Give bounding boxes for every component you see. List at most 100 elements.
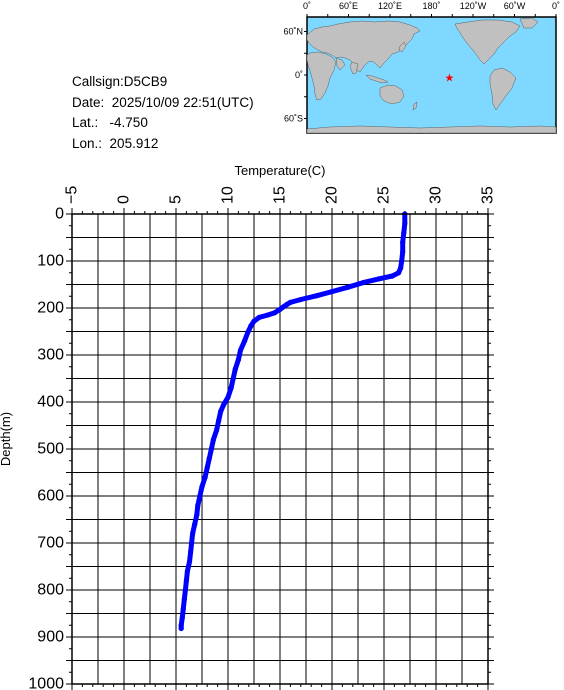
data-point bbox=[329, 288, 335, 295]
data-point bbox=[192, 521, 198, 527]
data-point bbox=[183, 578, 189, 584]
y-tick-label: 900 bbox=[37, 629, 64, 646]
y-tick-labels: 0 100 200 300 400 500 600 700 800 900 1000 bbox=[28, 206, 64, 690]
data-point bbox=[237, 347, 244, 353]
y-tick-label: 500 bbox=[37, 441, 64, 458]
data-point bbox=[248, 323, 254, 329]
x-tick-label: 30 bbox=[428, 186, 445, 204]
data-point bbox=[402, 220, 408, 226]
date-row: Date: 2025/10/09 22:51(UTC) bbox=[72, 93, 254, 114]
y-tick-label: 200 bbox=[37, 300, 64, 317]
map-land bbox=[306, 17, 557, 134]
land-indonesia bbox=[365, 74, 389, 84]
land-new-zealand bbox=[412, 101, 418, 111]
data-point bbox=[277, 306, 283, 313]
data-point bbox=[232, 366, 238, 372]
minor-ticks bbox=[66, 208, 494, 690]
land-japan bbox=[398, 41, 407, 53]
x-tick-label: 0 bbox=[116, 195, 133, 204]
y-tick-label: 800 bbox=[37, 582, 64, 599]
data-point bbox=[395, 270, 402, 276]
land-africa bbox=[306, 51, 337, 101]
map-lon-label: 120˚E bbox=[378, 1, 402, 11]
data-point bbox=[230, 375, 236, 382]
land-antarctica bbox=[306, 125, 557, 134]
data-point bbox=[400, 249, 406, 255]
map-latitude-labels: 60˚N 0˚ 60˚S bbox=[283, 27, 303, 124]
land-north-america bbox=[454, 19, 521, 65]
map-lon-label: 120˚W bbox=[460, 1, 487, 11]
data-point bbox=[264, 312, 271, 318]
data-point bbox=[376, 276, 382, 282]
data-point bbox=[298, 296, 304, 303]
temperature-depth-chart: −5 0 5 10 15 20 25 30 35 01002003004005006007008… bbox=[0, 163, 497, 690]
data-point bbox=[197, 493, 203, 499]
x-tick-label: −5 bbox=[64, 186, 81, 204]
data-point bbox=[256, 314, 262, 320]
map-lon-label: 60˚E bbox=[339, 1, 358, 11]
y-tick-label: 700 bbox=[37, 535, 64, 552]
callsign-label: Callsign: bbox=[72, 74, 124, 89]
data-point bbox=[245, 329, 251, 336]
data-point bbox=[206, 455, 212, 461]
lat-label: Lat.: bbox=[72, 115, 99, 130]
temperature-profile-line bbox=[178, 211, 408, 631]
data-point bbox=[216, 418, 222, 424]
station-info: Callsign:D5CB9 Date: 2025/10/09 22:51(UT… bbox=[72, 72, 254, 154]
callsign-row: Callsign:D5CB9 bbox=[72, 72, 254, 93]
data-point bbox=[284, 301, 290, 307]
station-marker-icon: ★ bbox=[444, 72, 454, 84]
data-point bbox=[194, 512, 200, 518]
data-point bbox=[313, 293, 319, 299]
x-axis-title: Temperature(C) bbox=[234, 163, 325, 178]
data-point bbox=[398, 265, 404, 271]
land-south-america bbox=[489, 67, 517, 111]
lon-label: Lon.: bbox=[72, 135, 103, 151]
data-point bbox=[235, 357, 241, 363]
data-point bbox=[179, 615, 185, 621]
lon-value: 205.912 bbox=[109, 135, 159, 151]
data-point bbox=[190, 531, 196, 537]
lat-row: Lat.: -4.750 bbox=[72, 113, 254, 134]
y-tick-label: 100 bbox=[37, 253, 64, 270]
data-point bbox=[389, 273, 395, 279]
data-point bbox=[180, 606, 186, 612]
data-point bbox=[400, 239, 406, 245]
y-tick-label: 300 bbox=[37, 347, 64, 364]
data-point bbox=[181, 596, 187, 603]
data-point bbox=[204, 465, 210, 471]
data-point bbox=[184, 568, 191, 574]
date-value: 2025/10/09 22:51(UTC) bbox=[111, 94, 254, 110]
land-arabia bbox=[335, 57, 346, 71]
x-tick-label: 10 bbox=[220, 186, 237, 204]
data-point bbox=[401, 230, 407, 236]
data-point bbox=[251, 318, 257, 324]
lon-row: Lon.: 205.912 bbox=[72, 134, 254, 155]
x-tick-label: 20 bbox=[324, 186, 341, 204]
map-lon-label: 180˚ bbox=[422, 1, 440, 11]
data-point bbox=[195, 502, 201, 508]
x-tick-labels: −5 0 5 10 15 20 25 30 35 bbox=[64, 186, 497, 204]
y-tick-label: 600 bbox=[37, 488, 64, 505]
x-tick-label: 5 bbox=[168, 195, 185, 204]
lat-value: -4.750 bbox=[109, 115, 148, 130]
data-point bbox=[221, 401, 227, 407]
data-point bbox=[199, 484, 205, 490]
data-point bbox=[399, 258, 405, 264]
data-point bbox=[186, 559, 193, 565]
data-point bbox=[272, 310, 278, 316]
land-eurasia bbox=[306, 20, 421, 73]
plot-frame bbox=[71, 213, 489, 685]
land-india bbox=[349, 61, 359, 75]
map-lon-label: 60˚W bbox=[504, 1, 526, 11]
map-lon-label: 0˚ bbox=[303, 1, 311, 11]
map-lon-label: 0˚ bbox=[552, 1, 560, 11]
data-point bbox=[213, 427, 220, 433]
date-label: Date: bbox=[72, 94, 105, 110]
x-tick-label: 15 bbox=[272, 186, 289, 204]
data-point bbox=[210, 437, 217, 443]
land-greenland bbox=[519, 17, 539, 29]
data-point bbox=[242, 338, 248, 344]
data-point bbox=[360, 280, 366, 286]
